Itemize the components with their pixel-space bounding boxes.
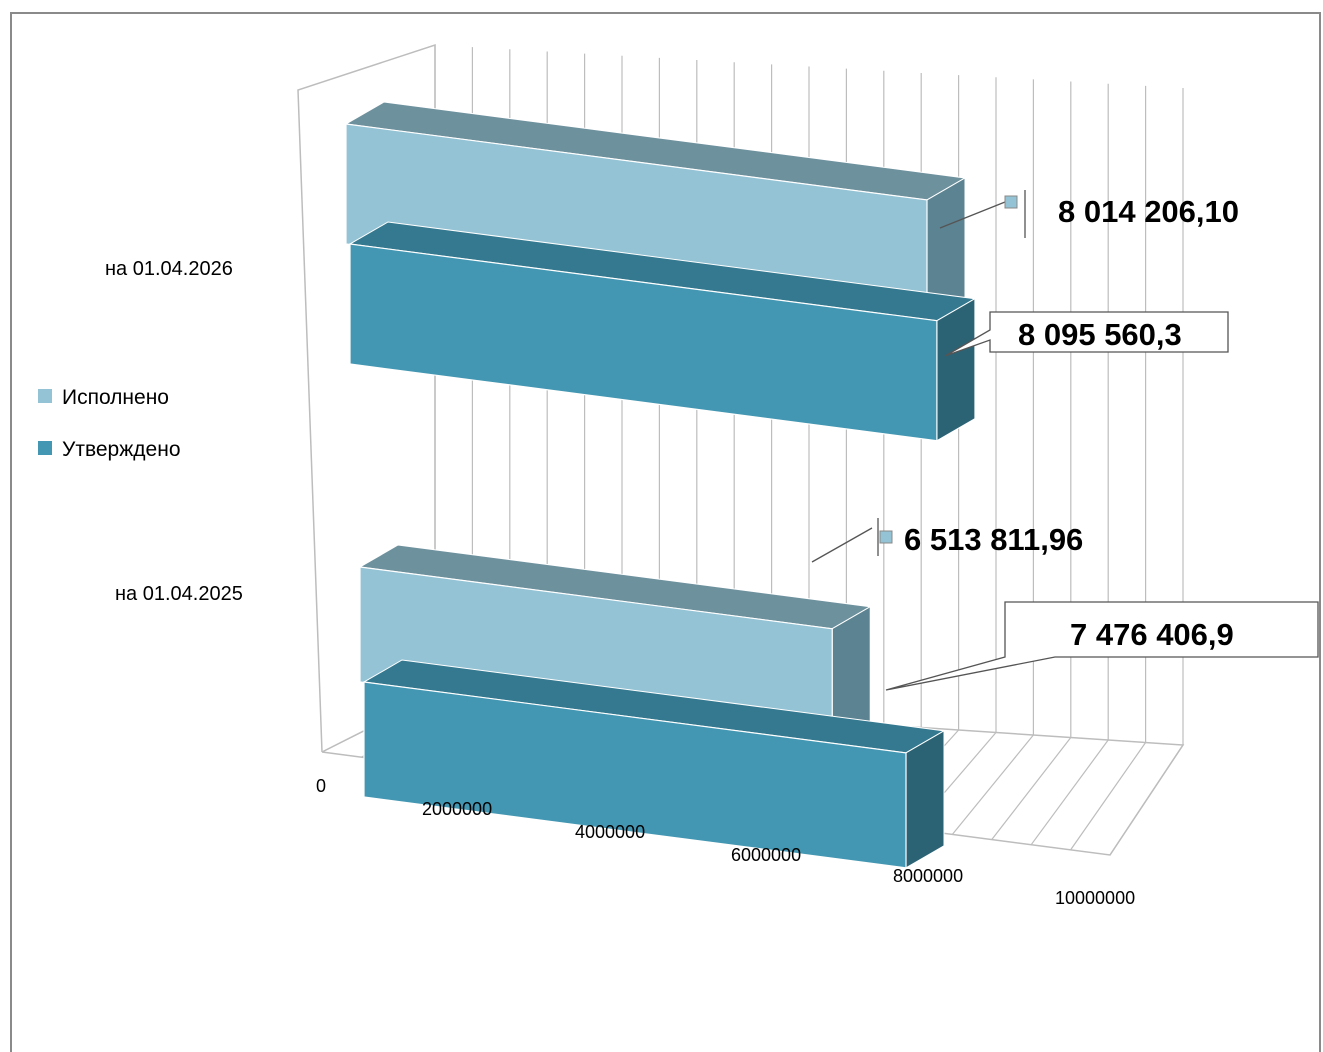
legend-label-executed: Исполнено (62, 386, 169, 409)
leader-line (811, 527, 873, 563)
bar (362, 659, 946, 869)
legend-label-approved: Утверждено (62, 438, 181, 461)
data-label-executed-2025: 6 513 811,96 (904, 522, 1083, 557)
callout-box (944, 311, 1229, 357)
label-marker (879, 530, 893, 544)
tick-label: 10000000 (1055, 888, 1135, 908)
floor-grid-line (951, 734, 1034, 835)
tick-label: 0 (316, 776, 326, 796)
bar-front-face (363, 681, 907, 869)
tick-label: 4000000 (575, 822, 645, 842)
chart-frame (10, 12, 1321, 1052)
floor-grid-line (1030, 739, 1109, 846)
bars (344, 101, 977, 869)
data-label-approved-2026: 8 095 560,3 (1018, 317, 1182, 352)
category-label-2026: на 01.04.2026 (105, 258, 233, 280)
floor-grid-line (991, 737, 1072, 840)
data-label-approved-2025: 7 476 406,9 (1070, 617, 1234, 652)
tick-label: 8000000 (893, 866, 963, 886)
callout-box (885, 601, 1319, 691)
floor-grid-line (1070, 742, 1147, 851)
legend: Исполнено Утверждено (38, 386, 181, 461)
tick-label: 2000000 (422, 799, 492, 819)
label-marker (1004, 195, 1018, 209)
floor-grid-line (1109, 744, 1184, 856)
leader-line (939, 199, 1011, 229)
bar (358, 544, 872, 745)
data-label-callouts (811, 190, 1319, 691)
legend-swatch-approved (38, 441, 52, 455)
tick-label: 6000000 (731, 845, 801, 865)
data-label-executed-2026: 8 014 206,10 (1058, 194, 1239, 229)
bar-side-face (936, 297, 976, 442)
bar-side-face (905, 729, 945, 869)
legend-swatch-executed (38, 389, 52, 403)
bar (344, 101, 967, 321)
x-axis-ticks: 0 2000000 4000000 6000000 8000000 100000… (316, 776, 1135, 908)
bar (348, 221, 977, 442)
bar-front-face (349, 243, 938, 442)
category-label-2025: на 01.04.2025 (115, 583, 243, 605)
